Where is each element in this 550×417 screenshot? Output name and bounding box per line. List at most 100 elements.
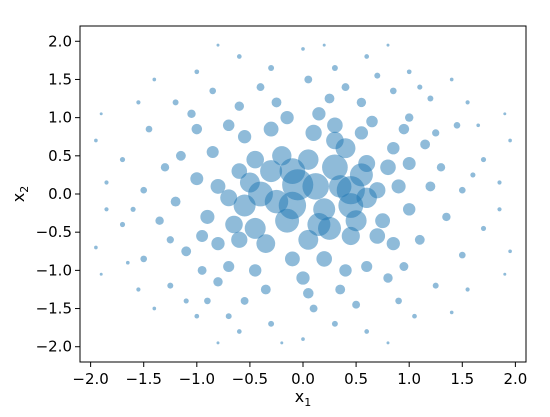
data-point — [231, 163, 248, 179]
data-point — [442, 212, 451, 222]
data-point — [369, 182, 386, 199]
data-point — [268, 65, 275, 71]
data-point — [324, 93, 335, 104]
data-point — [194, 69, 200, 75]
data-point — [236, 329, 242, 334]
data-point — [386, 341, 390, 345]
data-point — [307, 213, 331, 236]
data-point — [301, 337, 305, 341]
data-point — [341, 83, 350, 92]
data-point — [279, 158, 306, 184]
y-axis-ticks: −2.0 −1.5 −1.0 −0.5 0.0 0.5 1.0 1.5 2.0 — [36, 32, 80, 356]
data-point — [155, 216, 164, 225]
data-point — [223, 260, 235, 273]
data-point — [94, 138, 98, 143]
data-point — [327, 117, 343, 134]
data-point — [263, 121, 279, 137]
data-point — [417, 84, 423, 90]
data-point — [352, 300, 361, 309]
data-point — [278, 191, 307, 220]
data-point — [341, 226, 360, 246]
data-point — [304, 75, 313, 84]
data-point — [225, 313, 232, 320]
data-point — [305, 124, 322, 142]
data-point — [140, 186, 148, 194]
data-point — [364, 54, 370, 59]
data-point — [234, 101, 244, 111]
y-tick-label: −0.5 — [36, 223, 72, 241]
data-point — [322, 43, 326, 47]
data-point — [386, 236, 400, 251]
data-point — [216, 341, 220, 345]
data-point — [480, 225, 487, 231]
data-point — [206, 145, 219, 159]
data-point — [425, 181, 436, 192]
data-point — [256, 83, 265, 92]
x-axis-label: x1 — [295, 387, 311, 409]
data-points — [94, 43, 512, 345]
data-point — [339, 264, 352, 277]
data-point — [197, 265, 207, 275]
data-point — [220, 189, 238, 207]
data-point — [449, 77, 454, 82]
y-tick-label: 0.5 — [48, 147, 72, 165]
data-point — [405, 113, 414, 122]
data-point — [239, 172, 260, 193]
x-tick-label: 0.0 — [291, 370, 315, 388]
data-point — [387, 141, 400, 155]
data-point — [436, 163, 446, 172]
data-point — [130, 206, 136, 212]
data-point — [406, 69, 412, 75]
data-point — [358, 155, 376, 172]
data-point — [233, 194, 256, 217]
data-point — [140, 255, 148, 263]
data-point — [301, 47, 305, 51]
y-tick-label: −1.5 — [36, 300, 72, 318]
data-point — [356, 97, 367, 108]
data-point — [432, 129, 440, 137]
data-point — [427, 95, 434, 102]
data-point — [508, 249, 512, 254]
data-point — [172, 99, 179, 106]
data-point — [412, 313, 417, 319]
data-point — [503, 112, 507, 116]
data-point — [280, 110, 294, 125]
data-point — [345, 210, 367, 232]
data-point — [336, 176, 365, 205]
y-tick-label: 2.0 — [48, 32, 72, 50]
data-point — [449, 310, 454, 315]
x-tick-label: −1.5 — [125, 370, 161, 388]
data-point — [152, 306, 157, 311]
data-point — [402, 203, 416, 216]
data-point — [204, 297, 211, 305]
data-point — [309, 304, 318, 313]
data-point — [316, 251, 332, 267]
data-point — [465, 287, 470, 292]
y-tick-label: −1.0 — [36, 261, 72, 279]
data-point — [284, 251, 300, 267]
data-point — [414, 234, 425, 245]
data-point — [399, 262, 409, 271]
data-point — [470, 172, 476, 178]
data-point — [104, 180, 109, 185]
data-point — [402, 157, 416, 170]
data-point — [200, 209, 215, 224]
data-point — [187, 109, 196, 119]
data-point — [389, 87, 397, 95]
data-point — [196, 230, 209, 242]
data-point — [99, 272, 103, 276]
x-tick-label: 2.0 — [503, 370, 527, 388]
data-point — [160, 163, 170, 172]
data-point — [497, 180, 502, 185]
data-point — [211, 236, 225, 251]
data-point — [119, 157, 126, 163]
y-tick-label: 0.0 — [48, 185, 72, 203]
data-point — [298, 229, 319, 250]
data-point — [322, 154, 348, 181]
x-tick-label: −2.0 — [72, 370, 108, 388]
data-point — [375, 213, 391, 229]
data-point — [166, 236, 174, 244]
y-axis-label: x2 — [9, 186, 31, 202]
data-point — [380, 159, 396, 176]
